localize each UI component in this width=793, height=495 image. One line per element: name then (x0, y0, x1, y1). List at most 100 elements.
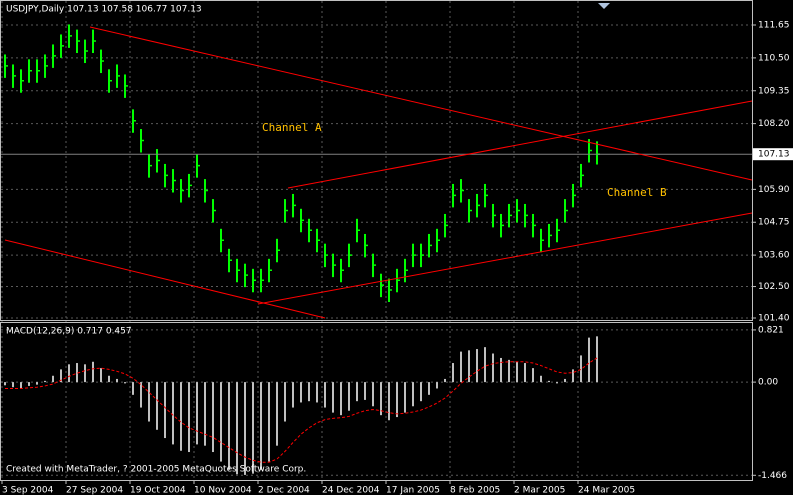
main-panel-frame (0, 0, 753, 321)
y-tick-label: 110.50 (758, 53, 790, 63)
histogram-bar (188, 382, 190, 453)
histogram-bar (436, 382, 438, 389)
histogram-bar (380, 382, 382, 416)
histogram-bar (68, 364, 70, 383)
histogram-bar (444, 378, 446, 383)
histogram-bar (172, 382, 174, 445)
histogram-bar (260, 382, 262, 470)
histogram-bar (28, 382, 30, 386)
last-price-label: 107.13 (758, 150, 790, 160)
y-tick-label: -1.466 (758, 471, 787, 481)
histogram-bar (484, 347, 486, 383)
histogram-bar (284, 382, 286, 422)
annotation: Channel A (262, 121, 322, 134)
histogram-bar (316, 382, 318, 403)
macd-panel-frame (0, 322, 753, 481)
histogram-bar (44, 380, 46, 383)
histogram-bar (324, 382, 326, 408)
histogram-bar (580, 355, 582, 383)
histogram-bar (500, 357, 502, 383)
histogram-bar (412, 382, 414, 407)
channel-line (287, 100, 753, 189)
histogram-bar (4, 382, 6, 386)
histogram-bar (52, 375, 54, 383)
histogram-bar (292, 382, 294, 408)
histogram-bar (12, 382, 14, 388)
histogram-bar (548, 380, 550, 383)
histogram-bar (92, 361, 94, 383)
histogram-bar (204, 382, 206, 446)
histogram-bar (572, 369, 574, 383)
histogram-bar (420, 382, 422, 402)
histogram-bar (532, 368, 534, 383)
histogram-bar (244, 382, 246, 475)
histogram-bar (524, 363, 526, 383)
histogram-bar (460, 351, 462, 383)
x-tick-label: 27 Sep 2004 (66, 486, 123, 495)
histogram-bar (340, 382, 342, 416)
histogram-bar (236, 382, 238, 475)
y-tick-label: 111.65 (758, 21, 790, 31)
x-tick-label: 2 Dec 2004 (258, 486, 310, 495)
channel-line (257, 212, 753, 305)
shift-marker[interactable] (598, 3, 610, 9)
histogram-bar (596, 336, 598, 383)
histogram-bar (404, 382, 406, 413)
x-tick-label: 24 Dec 2004 (322, 486, 380, 495)
histogram-bar (300, 382, 302, 403)
trend-line (89, 26, 753, 181)
histogram-bar (252, 382, 254, 474)
histogram-bar (164, 382, 166, 439)
histogram-bar (516, 361, 518, 383)
histogram-bar (356, 382, 358, 402)
annotation: Channel B (607, 186, 667, 199)
histogram-bar (196, 382, 198, 445)
histogram-bar (492, 353, 494, 383)
x-tick-label: 10 Nov 2004 (194, 486, 252, 495)
histogram-bar (20, 382, 22, 389)
grid (1, 1, 752, 480)
footer: Created with MetaTrader, ? 2001-2005 Met… (6, 465, 306, 475)
y-tick-label: 105.90 (758, 185, 790, 195)
histogram-bar (228, 382, 230, 470)
histogram-bar (212, 382, 214, 453)
y-tick-label: 102.50 (758, 282, 790, 292)
trend-line (4, 239, 326, 319)
x-tick-label: 17 Jan 2005 (386, 486, 440, 495)
histogram-bar (36, 382, 38, 385)
histogram-bar (148, 382, 150, 422)
histogram-bar (468, 350, 470, 383)
y-tick-label: 101.40 (758, 313, 790, 323)
y-tick-label: 108.20 (758, 119, 790, 129)
histogram-bar (76, 363, 78, 383)
y-tick-label: 0.821 (758, 325, 784, 335)
plot (1, 24, 752, 475)
histogram-bar (476, 349, 478, 383)
histogram-bar (156, 382, 158, 430)
histogram-bar (508, 359, 510, 383)
x-tick-label: 8 Feb 2005 (450, 486, 500, 495)
histogram-bar (372, 382, 374, 407)
histogram-bar (132, 382, 134, 395)
histogram-bar (308, 382, 310, 402)
histogram-bar (124, 382, 126, 384)
histogram-bar (100, 368, 102, 383)
histogram-bar (108, 375, 110, 383)
indicator-title: MACD(12,26,9) 0.717 0.457 (6, 327, 132, 337)
signal-line (5, 357, 598, 463)
last-price-box (753, 148, 793, 161)
histogram-bar (364, 382, 366, 400)
x-tick-label: 24 Mar 2005 (578, 486, 635, 495)
x-tick-label: 19 Oct 2004 (130, 486, 186, 495)
histogram-bar (556, 382, 558, 384)
histogram-bar (60, 369, 62, 383)
histogram-bar (84, 364, 86, 383)
histogram-bar (428, 382, 430, 395)
histogram-bar (396, 382, 398, 418)
chart-title: USDJPY,Daily 107.13 107.58 106.77 107.13 (6, 5, 202, 15)
histogram-bar (140, 382, 142, 408)
histogram-bar (388, 382, 390, 421)
